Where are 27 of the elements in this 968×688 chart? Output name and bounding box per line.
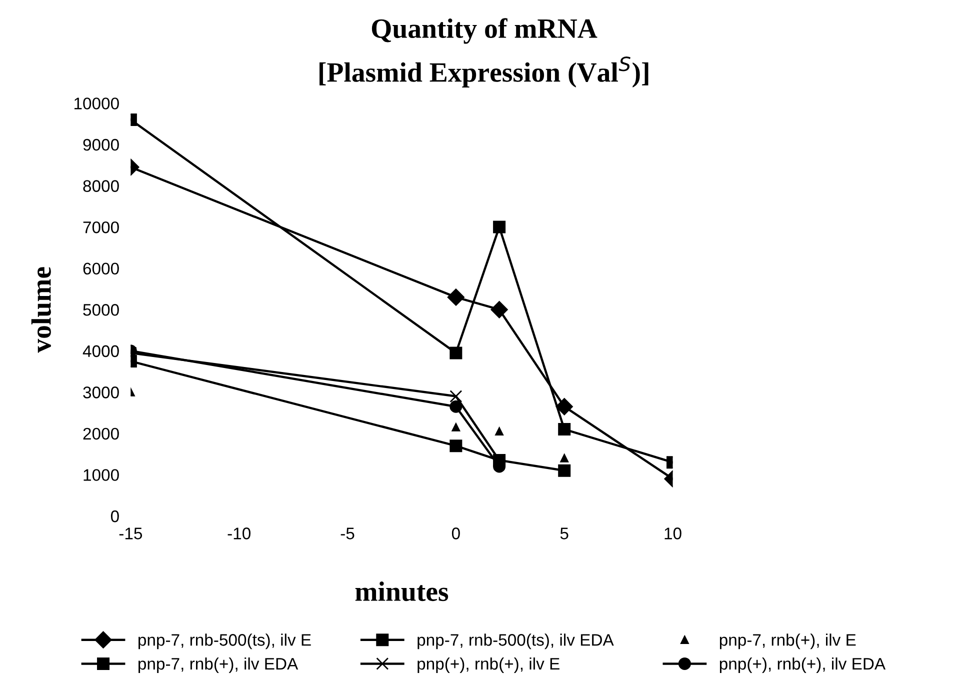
x-tick-label: 10 [664, 528, 682, 540]
x-tick-label: -5 [340, 528, 354, 540]
y-tick-label: 10000 [74, 98, 119, 110]
y-tick-label: 2000 [83, 428, 119, 440]
x-tick-label: 5 [560, 528, 568, 540]
chart-subtitle: [Plasmid Expression (Val$^{S}$)] [320, 56, 648, 88]
y-tick-label: 1000 [84, 469, 119, 481]
legend-label: pnp(+), rnb(+), ilv EDA [720, 657, 886, 673]
y-tick-label: 3000 [83, 386, 119, 398]
y-tick-label: 7000 [83, 221, 119, 234]
legend-label: pnp(+), rnb(+), ilv E [418, 657, 560, 673]
legend-label: pnp-7, rnb-500(ts), ilv E [138, 634, 311, 650]
x-tick-label: -15 [119, 528, 142, 540]
legend-label: pnp-7, rnb-500(ts), ilv EDA [418, 634, 614, 650]
y-tick-label: 0 [110, 510, 119, 522]
y-tick-label: 8000 [83, 180, 119, 192]
x-axis-title: minutes [355, 582, 448, 602]
x-tick-label: 0 [452, 528, 460, 540]
x-tick-label: -10 [228, 528, 250, 540]
y-tick-label: 5000 [83, 304, 119, 316]
y-tick-label: 4000 [82, 345, 119, 358]
legend-label: pnp-7, rnb(+), ilv EDA [138, 657, 298, 673]
y-axis-title: volume [31, 267, 51, 353]
y-tick-label: 9000 [83, 138, 119, 151]
chart-title: Quantity of mRNA [372, 18, 598, 44]
y-tick-label: 6000 [83, 262, 119, 275]
legend-label: pnp-7, rnb(+), ilv E [720, 634, 856, 650]
